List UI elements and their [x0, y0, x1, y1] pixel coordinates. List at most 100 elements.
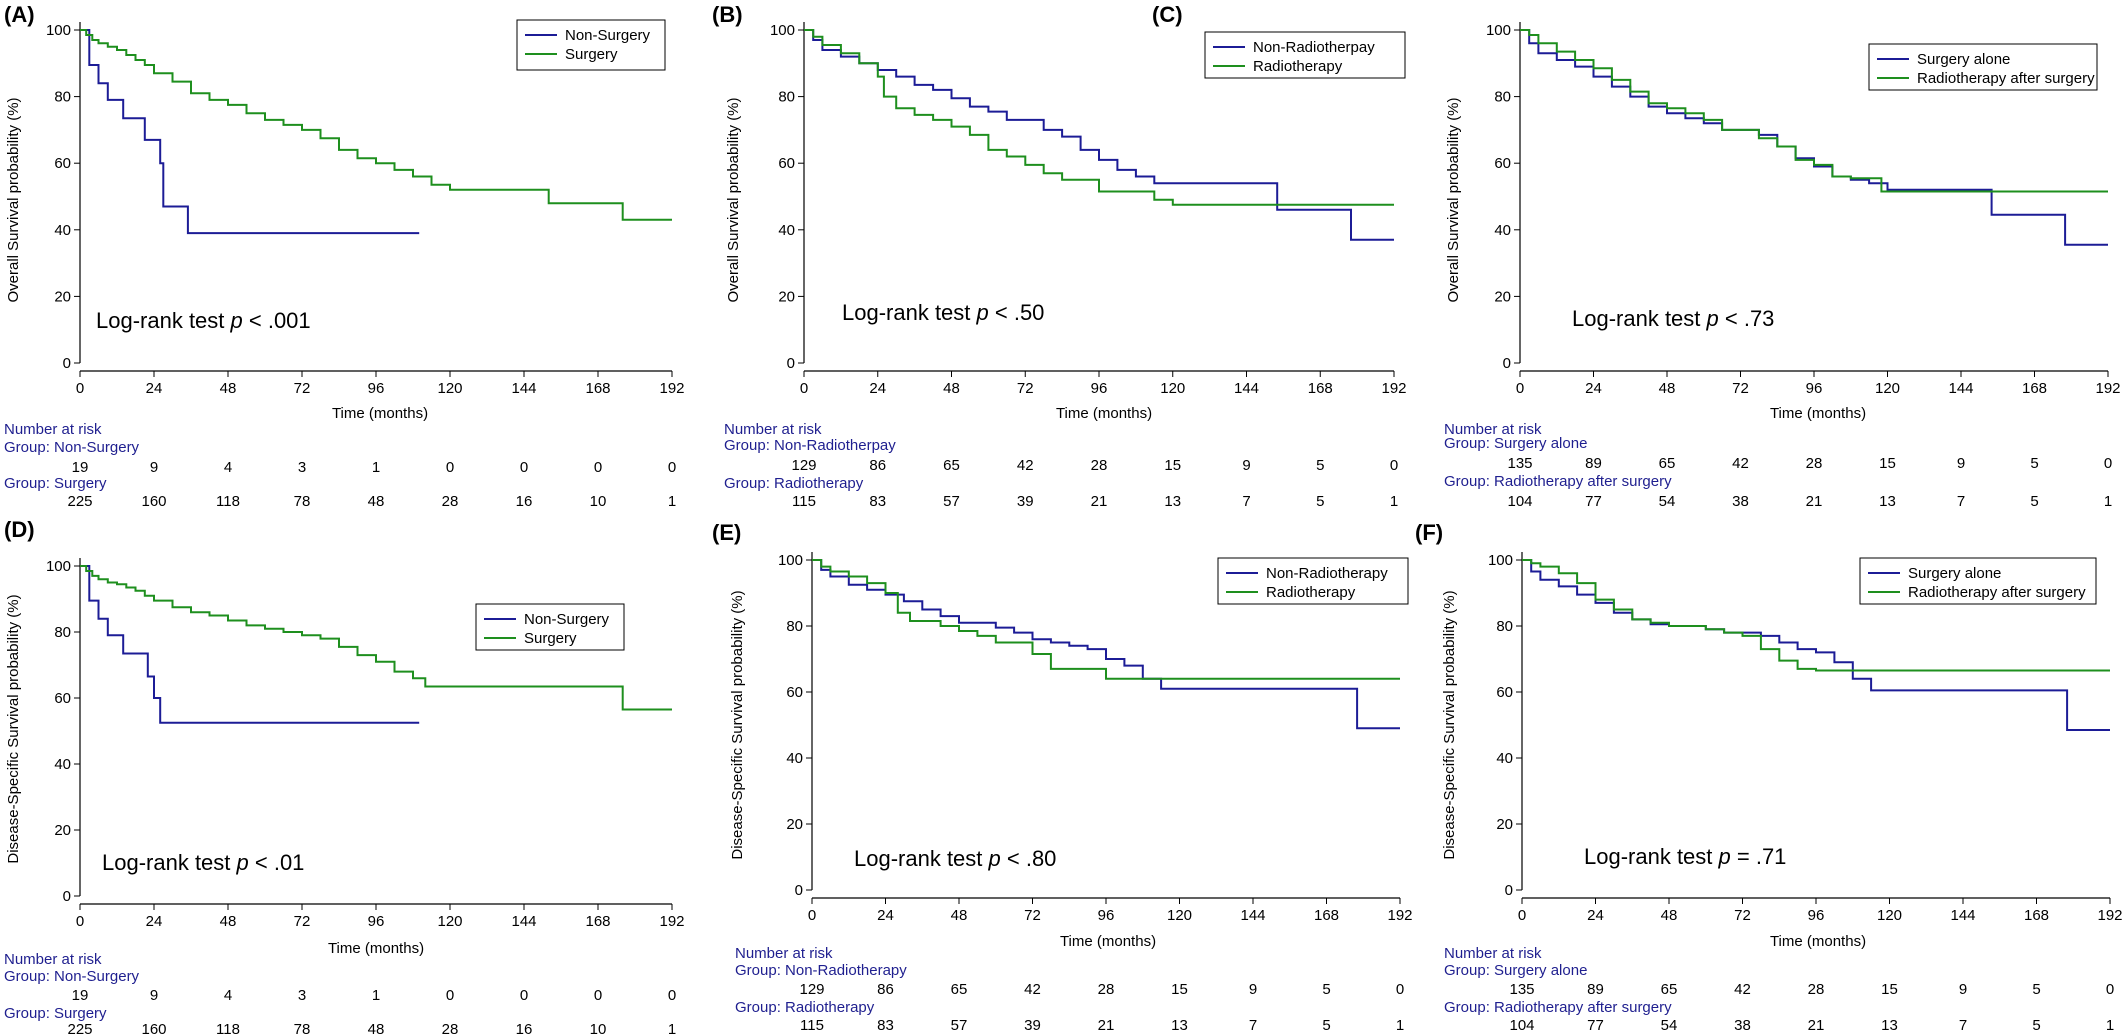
logrank-annotation: Log-rank test p = .71 — [1584, 844, 1786, 869]
x-tick-label: 120 — [1877, 907, 1902, 924]
risk-count: 19 — [72, 459, 89, 476]
y-tick-label: 60 — [54, 690, 71, 707]
risk-count: 89 — [1587, 981, 1604, 998]
risk-count: 5 — [1322, 981, 1330, 998]
x-tick-label: 192 — [1381, 380, 1406, 397]
risk-group-label: Group: Surgery alone — [1444, 962, 1587, 979]
x-tick-label: 168 — [1314, 907, 1339, 924]
risk-count: 0 — [446, 987, 454, 1004]
y-tick-label: 40 — [54, 756, 71, 773]
x-tick-label: 72 — [1024, 907, 1041, 924]
risk-count: 42 — [1732, 455, 1749, 472]
x-tick-label: 192 — [659, 913, 684, 930]
x-tick-label: 48 — [220, 380, 237, 397]
x-tick-label: 72 — [294, 913, 311, 930]
risk-count: 83 — [877, 1017, 894, 1034]
risk-count: 89 — [1585, 455, 1602, 472]
y-tick-label: 0 — [795, 882, 803, 899]
x-tick-label: 168 — [2024, 907, 2049, 924]
x-tick-label: 120 — [1875, 380, 1900, 397]
logrank-value: < .01 — [249, 850, 305, 875]
y-axis-title: Disease-Specific Survival probability (%… — [729, 590, 746, 859]
x-tick-label: 72 — [1017, 380, 1034, 397]
x-tick-label: 0 — [76, 380, 84, 397]
y-tick-label: 0 — [787, 355, 795, 372]
y-tick-label: 20 — [54, 822, 71, 839]
risk-count: 9 — [150, 459, 158, 476]
panel-label: (F) — [1415, 520, 1443, 545]
x-tick-label: 96 — [1098, 907, 1115, 924]
y-tick-label: 20 — [54, 288, 71, 305]
risk-count: 1 — [372, 987, 380, 1004]
risk-count: 48 — [368, 493, 385, 510]
y-tick-label: 100 — [778, 552, 803, 569]
x-axis-title: Time (months) — [1060, 933, 1156, 950]
risk-count: 9 — [1249, 981, 1257, 998]
y-tick-label: 60 — [1494, 155, 1511, 172]
risk-count: 5 — [1316, 493, 1324, 510]
x-tick-label: 144 — [1950, 907, 1975, 924]
risk-group-label: Group: Radiotherapy after surgery — [1444, 473, 1672, 490]
legend-entry: Surgery alone — [1908, 565, 2001, 582]
risk-table-title: Number at risk — [1444, 421, 1542, 438]
y-tick-label: 60 — [1496, 684, 1513, 701]
km-curve-group2 — [80, 565, 672, 711]
logrank-prefix: Log-rank test — [842, 300, 977, 325]
km-curve-group2 — [804, 29, 1394, 206]
legend-box — [1217, 557, 1409, 605]
risk-count: 13 — [1171, 1017, 1188, 1034]
y-axis-title: Disease-Specific Survival probability (%… — [5, 594, 22, 863]
risk-count: 4 — [224, 459, 232, 476]
risk-count: 0 — [594, 459, 602, 476]
y-tick-label: 20 — [1496, 816, 1513, 833]
y-tick-label: 60 — [54, 155, 71, 172]
logrank-p: p — [1718, 844, 1731, 869]
risk-count: 3 — [298, 987, 306, 1004]
y-tick-label: 80 — [54, 624, 71, 641]
logrank-value: < .001 — [243, 308, 311, 333]
risk-count: 129 — [799, 981, 824, 998]
risk-count: 39 — [1024, 1017, 1041, 1034]
risk-count: 129 — [791, 457, 816, 474]
risk-count: 5 — [2030, 493, 2038, 510]
risk-count: 54 — [1659, 493, 1676, 510]
risk-count: 7 — [1242, 493, 1250, 510]
x-tick-label: 24 — [146, 913, 163, 930]
logrank-annotation: Log-rank test p < .73 — [1572, 306, 1774, 331]
risk-count: 38 — [1734, 1017, 1751, 1034]
legend: Non-Surgery Surgery — [516, 19, 666, 71]
risk-count: 1 — [668, 1021, 676, 1036]
risk-group-label: Group: Surgery alone — [1444, 435, 1587, 452]
risk-count: 0 — [1396, 981, 1404, 998]
x-tick-label: 144 — [511, 913, 536, 930]
risk-count: 9 — [1959, 981, 1967, 998]
y-tick-label: 20 — [1494, 288, 1511, 305]
risk-count: 42 — [1024, 981, 1041, 998]
x-tick-label: 0 — [808, 907, 816, 924]
risk-count: 21 — [1806, 493, 1823, 510]
risk-count: 135 — [1507, 455, 1532, 472]
risk-count: 1 — [1396, 1017, 1404, 1034]
y-tick-label: 40 — [1494, 222, 1511, 239]
x-tick-label: 96 — [368, 380, 385, 397]
risk-group-label: Group: Non-Surgery — [4, 439, 140, 456]
km-panel-5: (E) 0 20 40 60 80 100 0 24 48 72 96 120 144 168 192 Time… — [712, 520, 1413, 1034]
risk-count: 78 — [294, 493, 311, 510]
x-tick-label: 0 — [1518, 907, 1526, 924]
y-tick-label: 60 — [778, 155, 795, 172]
y-axis-title: Overall Survival probability (%) — [1445, 97, 1462, 302]
legend: Surgery alone Radiotherapy after surgery — [1859, 557, 2097, 605]
panel-label: (B) — [712, 2, 743, 27]
y-tick-label: 20 — [786, 816, 803, 833]
risk-count: 28 — [1091, 457, 1108, 474]
risk-count: 65 — [1661, 981, 1678, 998]
x-tick-label: 48 — [943, 380, 960, 397]
risk-count: 21 — [1098, 1017, 1115, 1034]
risk-count: 104 — [1507, 493, 1532, 510]
risk-count: 3 — [298, 459, 306, 476]
risk-count: 65 — [1659, 455, 1676, 472]
risk-count: 7 — [1957, 493, 1965, 510]
risk-count: 5 — [2030, 455, 2038, 472]
